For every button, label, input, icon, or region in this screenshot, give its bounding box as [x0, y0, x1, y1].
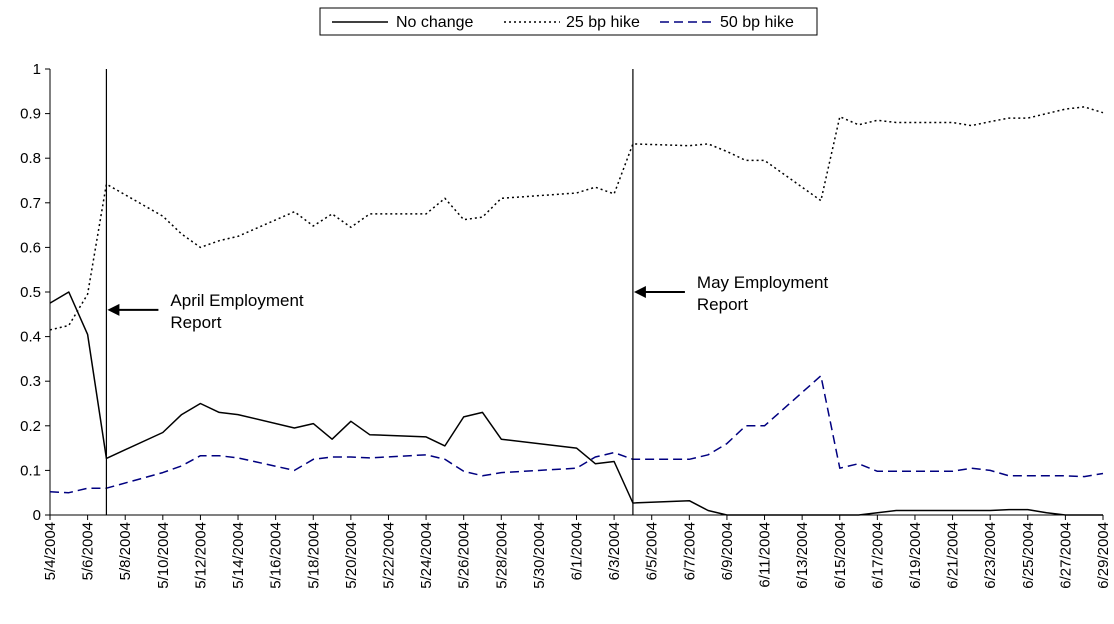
x-tick-label: 6/29/2004 — [1095, 522, 1112, 589]
y-tick-label: 1 — [33, 61, 41, 78]
x-tick-label: 5/16/2004 — [268, 522, 285, 589]
x-tick-label: 6/19/2004 — [907, 522, 924, 589]
x-tick-label: 6/25/2004 — [1020, 522, 1037, 589]
x-tick-label: 5/24/2004 — [418, 522, 435, 589]
legend-label-50bp-hike: 50 bp hike — [720, 14, 794, 31]
y-tick-label: 0 — [33, 507, 41, 524]
annotation-label-line2: Report — [170, 313, 221, 332]
y-tick-label: 0.5 — [20, 284, 41, 301]
x-tick-label: 5/4/2004 — [42, 522, 59, 580]
annotation-label-line1: May Employment — [697, 273, 829, 292]
legend: No change 25 bp hike 50 bp hike — [319, 7, 818, 36]
x-tick-label: 5/26/2004 — [456, 522, 473, 589]
y-tick-label: 0.9 — [20, 106, 41, 123]
x-tick-label: 6/1/2004 — [569, 522, 586, 580]
x-tick-label: 6/3/2004 — [606, 522, 623, 580]
legend-label-25bp-hike: 25 bp hike — [566, 14, 640, 31]
x-tick-label: 6/15/2004 — [832, 522, 849, 589]
y-tick-label: 0.1 — [20, 462, 41, 479]
x-tick-label: 5/10/2004 — [155, 522, 172, 589]
axes: 0 0.1 0.2 0.3 0.4 0.5 0.6 0.7 0.8 0.9 1 5/4/2004 5/6… — [20, 61, 1112, 589]
x-tick-label: 5/12/2004 — [192, 522, 209, 589]
x-tick-label: 6/13/2004 — [794, 522, 811, 589]
x-tick-label: 5/6/2004 — [80, 522, 97, 580]
series-line-no-change — [49, 291, 1103, 516]
x-tick-label: 6/5/2004 — [644, 522, 661, 580]
annotations: April Employment Report May Employment Repo… — [105, 69, 829, 515]
x-tick-label: 6/17/2004 — [869, 522, 886, 589]
y-tick-label: 0.8 — [20, 150, 41, 167]
x-tick-label: 5/28/2004 — [493, 522, 510, 589]
legend-label-no-change: No change — [396, 14, 473, 31]
x-tick-label: 6/27/2004 — [1057, 522, 1074, 589]
y-tick-label: 0.2 — [20, 418, 41, 435]
y-tick-label: 0.7 — [20, 195, 41, 212]
x-tick-label: 5/18/2004 — [305, 522, 322, 589]
y-tick-label: 0.3 — [20, 373, 41, 390]
series-line-25bp-hike — [49, 106, 1104, 331]
annotation-arrow-head — [107, 303, 120, 316]
x-tick-label: 6/23/2004 — [982, 522, 999, 589]
x-tick-label: 6/11/2004 — [757, 522, 774, 588]
y-tick-label: 0.6 — [20, 239, 41, 256]
annotation-arrow-head — [633, 286, 646, 298]
x-tick-label: 6/21/2004 — [945, 522, 962, 589]
legend-box — [319, 7, 818, 36]
annotation-label-line2: Report — [697, 295, 748, 314]
series-lines — [49, 106, 1104, 516]
x-tick-label: 5/30/2004 — [531, 522, 548, 589]
x-tick-label: 5/8/2004 — [117, 522, 134, 580]
x-tick-label: 5/14/2004 — [230, 522, 247, 589]
annotation-label-line1: April Employment — [170, 291, 303, 310]
x-tick-label: 5/20/2004 — [343, 522, 360, 589]
y-tick-label: 0.4 — [20, 329, 41, 346]
x-tick-label: 6/7/2004 — [681, 522, 698, 580]
series-line-50bp-hike — [49, 375, 1104, 494]
x-tick-label: 6/9/2004 — [719, 522, 736, 580]
x-tick-label: 5/22/2004 — [380, 522, 397, 589]
